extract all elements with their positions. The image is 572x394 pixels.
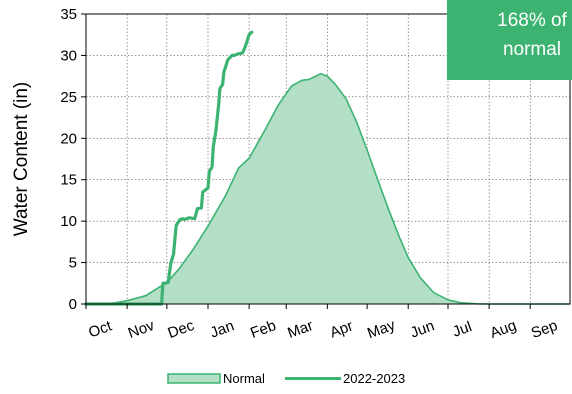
- normal-area-outline: [85, 72, 570, 305]
- x-tick-label: Sep: [529, 317, 560, 342]
- annotation-line-1: 168% of: [497, 10, 567, 31]
- x-tick-label: Jun: [408, 317, 437, 341]
- y-axis-ticks: 0 5 10 15 20 25 30 35: [60, 6, 86, 313]
- annotation-line-2: normal: [503, 39, 561, 60]
- x-tick-label: Jul: [450, 318, 474, 341]
- y-tick-label: 15: [60, 172, 77, 189]
- x-tick-label: May: [365, 316, 398, 342]
- annotation-box: [447, 0, 572, 80]
- y-tick-label: 0: [69, 296, 77, 313]
- y-tick-label: 20: [60, 130, 77, 147]
- y-tick-label: 5: [69, 255, 77, 272]
- legend: Normal 2022-2023: [167, 371, 405, 386]
- y-tick-label: 30: [60, 47, 77, 64]
- x-axis-ticks: Oct Nov Dec Jan Feb Mar Apr May Jun Jul Aug Sep: [85, 304, 560, 342]
- y-tick-label: 35: [60, 6, 77, 23]
- legend-swatch-normal: [167, 373, 221, 384]
- x-tick-label: Mar: [285, 317, 315, 342]
- x-tick-label: Oct: [86, 317, 115, 341]
- x-tick-label: Apr: [328, 317, 356, 341]
- plot-frame: [85, 13, 571, 305]
- percent-of-normal-annotation: 168% of normal: [447, 0, 572, 80]
- y-axis-label: Water Content (in): [11, 82, 32, 237]
- x-tick-label: Nov: [126, 317, 157, 342]
- x-tick-label: Dec: [166, 317, 197, 342]
- y-tick-label: 10: [60, 213, 77, 230]
- x-tick-label: Feb: [248, 317, 278, 342]
- normal-area: [85, 72, 570, 305]
- x-tick-label: Jan: [208, 317, 237, 341]
- normal-area-fill: [86, 73, 570, 304]
- legend-label-normal: Normal: [223, 371, 265, 386]
- current-season-path: [84, 30, 254, 306]
- legend-label-current: 2022-2023: [343, 371, 405, 386]
- current-season-line: [84, 30, 254, 306]
- y-tick-label: 25: [60, 89, 77, 106]
- x-tick-label: Aug: [488, 317, 519, 342]
